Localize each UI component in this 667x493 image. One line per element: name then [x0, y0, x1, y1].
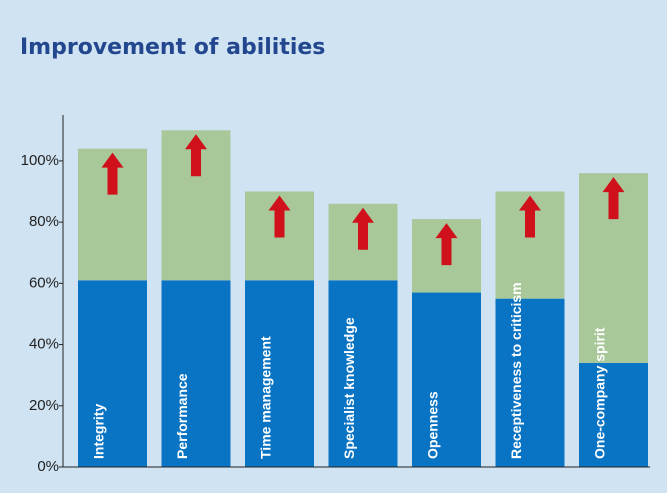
arrow	[101, 152, 124, 195]
y-tick-label: 100%	[21, 152, 59, 169]
arrow	[185, 134, 207, 177]
arrow	[352, 207, 374, 250]
arrow	[268, 195, 291, 238]
category-label: Openness	[425, 391, 441, 459]
category-label: One-company spirit	[592, 327, 608, 459]
category-label: Performance	[174, 373, 190, 459]
y-tick-label: 20%	[29, 397, 59, 414]
y-tick-label: 60%	[29, 274, 59, 291]
bar-segment	[78, 280, 147, 467]
bar-segment	[495, 298, 565, 467]
y-tick-label: 40%	[29, 336, 59, 353]
y-tick-label: 0%	[37, 458, 59, 475]
bar-segment	[161, 280, 231, 467]
bar-segment	[245, 280, 314, 467]
arrow	[602, 177, 625, 220]
category-label: Integrity	[91, 404, 107, 459]
arrow	[519, 195, 541, 238]
category-label: Time management	[258, 336, 274, 459]
arrow	[435, 223, 458, 266]
bar-segment	[579, 362, 648, 467]
category-label: Specialist knowledge	[341, 317, 357, 459]
bar-segment	[328, 280, 398, 467]
bar-segment	[412, 292, 481, 467]
y-tick-label: 80%	[29, 213, 59, 230]
category-label: Receptiveness to criticism	[508, 282, 524, 459]
chart-title: Improvement of abilities	[20, 35, 325, 60]
